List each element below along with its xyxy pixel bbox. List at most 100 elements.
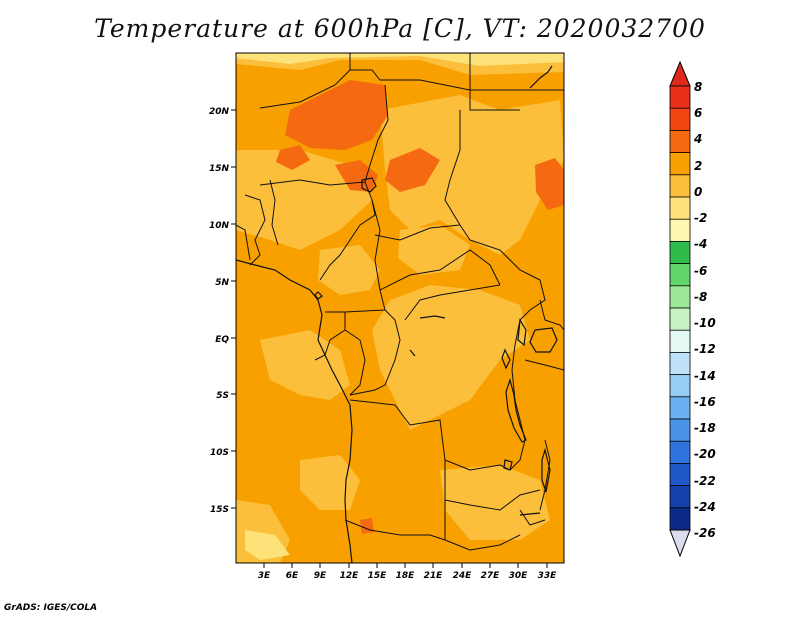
- colorbar-segment: [669, 507, 691, 531]
- border-angola-south: [344, 519, 446, 541]
- colorbar-label: -8: [694, 290, 707, 304]
- colorbar-segment: [669, 418, 691, 442]
- field-warm-regions: [276, 80, 564, 534]
- lon-tick-label: 12E: [340, 571, 360, 581]
- lon-tick-label: 18E: [396, 571, 416, 581]
- border-east-kenya: [539, 299, 564, 331]
- border-nigeria: [259, 179, 376, 281]
- colorbar-segment: [669, 85, 691, 109]
- lat-tick-label: EQ: [215, 335, 229, 345]
- colorbar-segment: [669, 196, 691, 220]
- lon-tick-label: 6E: [286, 571, 299, 581]
- colorbar-label: -16: [694, 395, 716, 409]
- border-malawi: [539, 439, 551, 511]
- colorbar-label: -4: [694, 237, 707, 251]
- lat-tick-label: 15N: [209, 164, 230, 174]
- lake-victoria: [529, 327, 558, 353]
- border-chad-car: [374, 224, 461, 241]
- border-chad-sudan: [444, 110, 471, 241]
- colorbar-label: -12: [694, 342, 716, 356]
- colorbar-label: -26: [694, 526, 716, 540]
- border-angola: [349, 399, 501, 471]
- lat-tick-labels: 20N 15N 10N 5N EQ 5S 10S 15S: [209, 107, 230, 515]
- island-bioko: [314, 291, 323, 300]
- lake-tanganyika: [505, 377, 527, 443]
- kariba: [519, 512, 541, 516]
- colorbar-label: -2: [694, 211, 707, 225]
- colorbar-segment: [669, 174, 691, 198]
- colorbar-segment: [669, 485, 691, 509]
- colorbar-label: 2: [694, 159, 702, 173]
- colorbar-segment: [669, 351, 691, 376]
- footer-credit: GrADS: IGES/COLA: [4, 603, 98, 613]
- lake-albert: [517, 318, 527, 347]
- border-south-sudan: [469, 239, 546, 321]
- lat-tick-label: 5N: [215, 278, 229, 288]
- colorbar-labels: 8 6 4 2 0 -2 -4 -6 -8 -10 -12 -14 -16 -1…: [693, 80, 716, 540]
- lake-malawi: [541, 447, 551, 493]
- colorbar-label: -10: [694, 316, 716, 330]
- border-west-1: [244, 194, 266, 266]
- colorbar-segment: [669, 218, 691, 242]
- lon-tick-label: 33E: [538, 571, 558, 581]
- river-congo-2: [409, 349, 416, 357]
- colorbar-bottom-triangle: [669, 529, 691, 558]
- colorbar-segment: [669, 307, 691, 331]
- colorbar-segment: [669, 374, 691, 398]
- lon-tick-label: 15E: [368, 571, 388, 581]
- colorbar-label: -24: [694, 500, 716, 514]
- border-niger-chad: [364, 84, 389, 183]
- red-sea-coast: [529, 65, 553, 89]
- colorbar-segment: [669, 240, 691, 265]
- colorbar: 8 6 4 2 0 -2 -4 -6 -8 -10 -12 -14 -16 -1…: [669, 60, 716, 558]
- colorbar-top-triangle: [669, 60, 691, 87]
- lon-tick-label: 24E: [453, 571, 473, 581]
- colorbar-label: -20: [694, 447, 716, 461]
- lat-tick-label: 20N: [209, 107, 230, 117]
- temperature-field: [236, 53, 564, 563]
- lake-mweru: [503, 459, 513, 471]
- colorbar-label: -18: [694, 421, 716, 435]
- border-libya-egypt: [469, 53, 520, 111]
- border-north-1: [259, 69, 471, 110]
- border-ssd-drc: [404, 284, 501, 321]
- border-car: [379, 249, 501, 291]
- colorbar-segment: [669, 263, 691, 287]
- border-zambia-2: [444, 534, 521, 551]
- colorbar-segments: [669, 85, 691, 531]
- lat-tick-label: 5S: [216, 391, 229, 401]
- lat-tick-label: 10S: [210, 448, 229, 458]
- lon-tick-label: 27E: [481, 571, 501, 581]
- colorbar-label: 0: [694, 185, 702, 199]
- colorbar-segment: [669, 129, 691, 154]
- colorbar-label: -22: [694, 474, 716, 488]
- lon-tick-label: 30E: [509, 571, 529, 581]
- colorbar-label: 6: [694, 106, 702, 120]
- colorbar-segment: [669, 440, 691, 465]
- lon-tick-label: 3E: [258, 571, 271, 581]
- border-drc-west: [349, 309, 401, 396]
- field-lighter-regions: [236, 53, 564, 560]
- colorbar-segment: [669, 462, 691, 487]
- border-tanzania: [524, 359, 564, 371]
- border-west-2: [269, 179, 279, 246]
- coastline-west-africa: [236, 259, 353, 563]
- lat-tick-label: 10N: [209, 221, 230, 231]
- map-frame: [235, 52, 565, 564]
- lon-tick-label: 9E: [314, 571, 327, 581]
- border-gabon: [314, 311, 346, 361]
- colorbar-label: -14: [694, 369, 716, 383]
- axis-tick-marks: [231, 109, 548, 568]
- lon-tick-label: 21E: [424, 571, 444, 581]
- colorbar-segment: [669, 107, 691, 131]
- colorbar-label: 4: [693, 132, 702, 146]
- colorbar-label: 8: [694, 80, 702, 94]
- border-drc-east: [499, 319, 526, 471]
- colorbar-segment: [669, 329, 691, 354]
- border-cameroon: [344, 199, 386, 313]
- colorbar-label: -6: [694, 264, 707, 278]
- border-west-3: [236, 224, 251, 261]
- lake-kivu: [501, 348, 511, 370]
- river-congo-1: [419, 315, 446, 319]
